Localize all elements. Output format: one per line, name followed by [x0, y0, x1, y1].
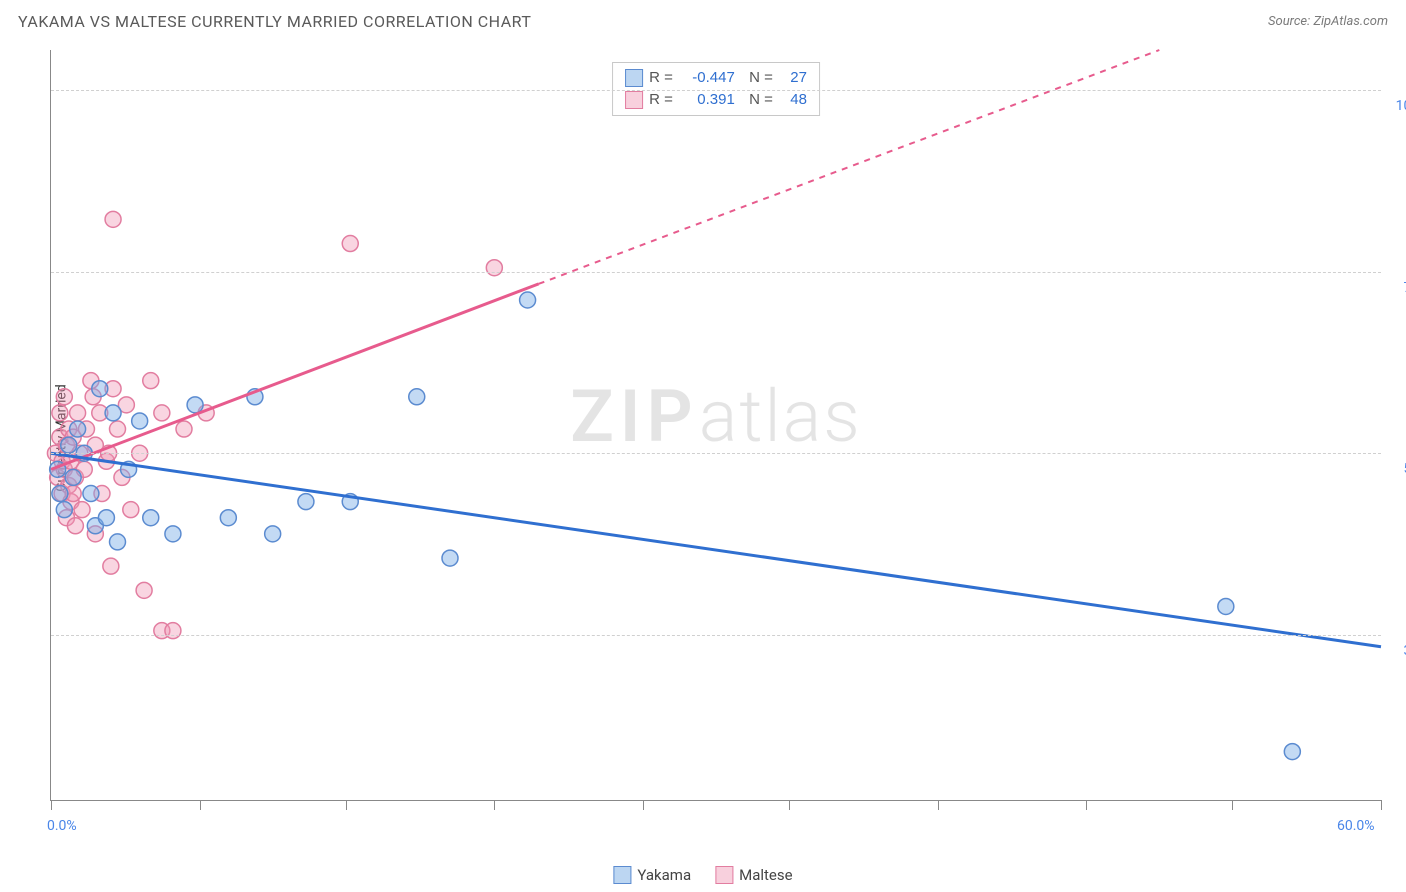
data-point: [65, 469, 81, 485]
trend-line: [51, 284, 539, 469]
source-credit: Source: ZipAtlas.com: [1268, 14, 1388, 29]
data-point: [52, 405, 68, 421]
data-point: [176, 421, 192, 437]
data-point: [105, 405, 121, 421]
data-point: [52, 486, 68, 502]
legend-item: Yakama: [613, 866, 691, 884]
data-point: [154, 405, 170, 421]
x-tick: [643, 800, 644, 810]
data-point: [136, 582, 152, 598]
x-tick: [789, 800, 790, 810]
x-tick: [494, 800, 495, 810]
data-point: [143, 373, 159, 389]
data-point: [56, 502, 72, 518]
gridline: [51, 90, 1381, 91]
x-tick: [346, 800, 347, 810]
y-tick-label: 32.5%: [1386, 643, 1406, 659]
data-point: [409, 389, 425, 405]
x-tick: [938, 800, 939, 810]
stat-N-value: 48: [779, 89, 807, 111]
stat-R-value: 0.391: [679, 89, 735, 111]
data-point: [1218, 598, 1234, 614]
data-point: [74, 502, 90, 518]
legend-label: Maltese: [739, 866, 792, 884]
x-tick: [1086, 800, 1087, 810]
stats-row: R = 0.391 N = 48: [625, 89, 807, 111]
data-point: [98, 510, 114, 526]
x-tick-label: 0.0%: [47, 818, 77, 834]
data-point: [220, 510, 236, 526]
data-point: [70, 405, 86, 421]
data-point: [520, 292, 536, 308]
y-tick-label: 77.5%: [1386, 280, 1406, 296]
legend-label: Yakama: [637, 866, 691, 884]
data-point: [165, 526, 181, 542]
data-point: [92, 381, 108, 397]
data-point: [132, 413, 148, 429]
legend-swatch: [715, 866, 733, 884]
legend-item: Maltese: [715, 866, 792, 884]
x-tick: [1381, 800, 1382, 810]
stat-R-label: R =: [649, 67, 673, 89]
data-point: [83, 486, 99, 502]
chart-title: YAKAMA VS MALTESE CURRENTLY MARRIED CORR…: [18, 12, 531, 31]
data-point: [265, 526, 281, 542]
data-point: [67, 518, 83, 534]
legend-swatch: [625, 69, 643, 87]
data-point: [187, 397, 203, 413]
stat-N-value: 27: [779, 67, 807, 89]
data-point: [342, 236, 358, 252]
legend-swatch: [625, 91, 643, 109]
series-legend: Yakama Maltese: [613, 866, 792, 884]
data-point: [110, 534, 126, 550]
data-point: [61, 437, 77, 453]
data-point: [56, 389, 72, 405]
stats-legend: R = -0.447 N = 27 R = 0.391 N = 48: [612, 62, 820, 116]
gridline: [51, 272, 1381, 273]
data-point: [123, 502, 139, 518]
x-tick: [200, 800, 201, 810]
x-tick: [1232, 800, 1233, 810]
legend-swatch: [613, 866, 631, 884]
stat-R-label: R =: [649, 89, 673, 111]
data-point: [103, 558, 119, 574]
y-tick-label: 55.0%: [1386, 461, 1406, 477]
data-point: [70, 421, 86, 437]
stat-N-label: N =: [741, 89, 773, 111]
trend-line: [51, 453, 1381, 647]
stat-R-value: -0.447: [679, 67, 735, 89]
data-point: [143, 510, 159, 526]
gridline: [51, 635, 1381, 636]
data-point: [298, 494, 314, 510]
stats-row: R = -0.447 N = 27: [625, 67, 807, 89]
stat-N-label: N =: [741, 67, 773, 89]
data-point: [110, 421, 126, 437]
data-point: [486, 260, 502, 276]
data-point: [442, 550, 458, 566]
y-tick-label: 100.0%: [1386, 98, 1406, 114]
x-tick-label: 60.0%: [1337, 818, 1375, 834]
chart-svg: [51, 50, 1381, 800]
data-point: [165, 623, 181, 639]
data-point: [1284, 744, 1300, 760]
plot-area: ZIPatlas R =-0.447 N =27R =0.391 N =48 3…: [50, 50, 1381, 801]
x-tick: [51, 800, 52, 810]
gridline: [51, 453, 1381, 454]
data-point: [105, 211, 121, 227]
